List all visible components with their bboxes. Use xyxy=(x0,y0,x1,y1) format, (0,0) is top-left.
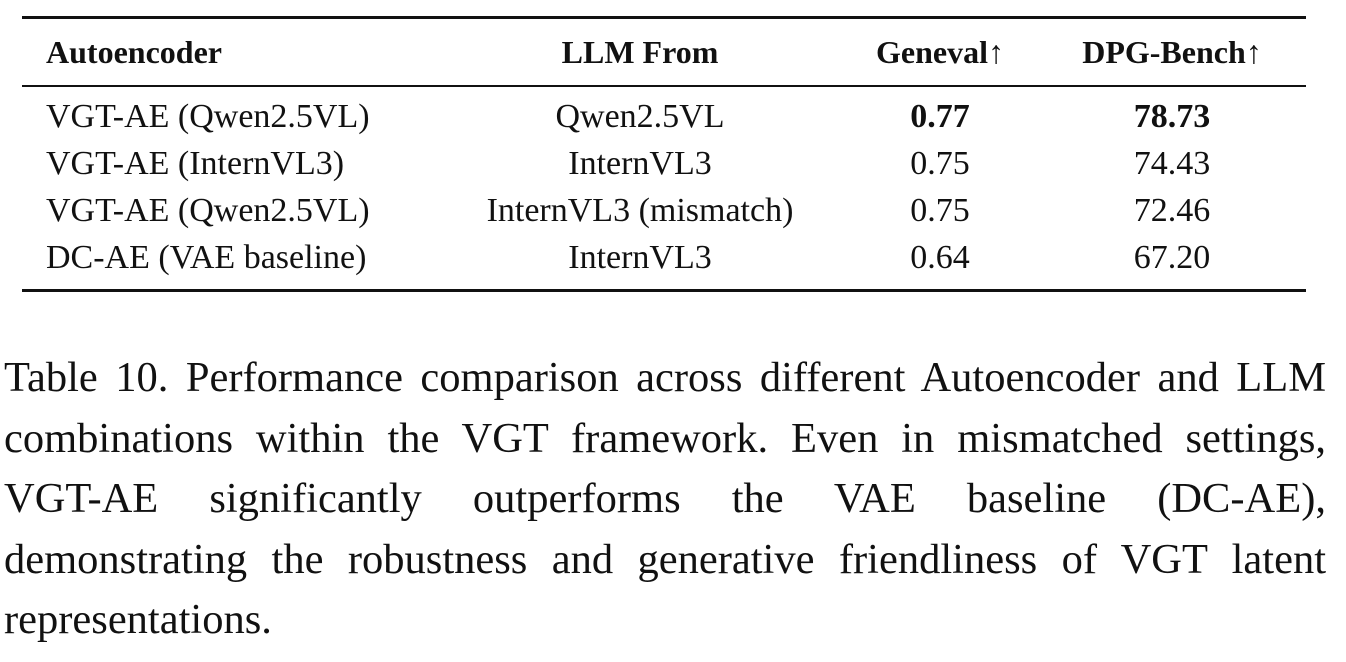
cell-llm-from: InternVL3 xyxy=(568,144,712,182)
cell-dpg-bench: 78.73 xyxy=(1133,97,1211,135)
bottom-rule xyxy=(22,288,1306,292)
table-row: VGT-AE (InternVL3) InternVL3 0.75 74.43 xyxy=(22,140,1306,187)
cell-geneval: 0.64 xyxy=(910,238,970,276)
cell-geneval: 0.77 xyxy=(910,97,970,135)
table-row: VGT-AE (Qwen2.5VL) Qwen2.5VL 0.77 78.73 xyxy=(22,93,1306,140)
header-llm-from: LLM From xyxy=(561,34,719,70)
cell-dpg-bench: 72.46 xyxy=(1133,191,1211,229)
cell-autoencoder: DC-AE (VAE baseline) xyxy=(46,238,367,276)
table-row: DC-AE (VAE baseline) InternVL3 0.64 67.2… xyxy=(22,234,1306,281)
cell-dpg-bench: 74.43 xyxy=(1133,144,1211,182)
results-table: Autoencoder LLM From Geneval↑ DPG-Bench↑… xyxy=(22,16,1306,292)
cell-autoencoder: VGT-AE (Qwen2.5VL) xyxy=(46,97,370,135)
mid-rule xyxy=(22,85,1306,87)
top-rule xyxy=(22,16,1306,19)
header-geneval: Geneval↑ xyxy=(876,34,1004,70)
cell-autoencoder: VGT-AE (InternVL3) xyxy=(46,144,345,182)
header-row: Autoencoder LLM From Geneval↑ DPG-Bench↑ xyxy=(22,19,1306,85)
cell-llm-from: InternVL3 xyxy=(568,238,712,276)
cell-dpg-bench: 67.20 xyxy=(1133,238,1211,276)
cell-llm-from: Qwen2.5VL xyxy=(555,97,725,135)
header-autoencoder: Autoencoder xyxy=(46,34,222,70)
cell-llm-from: InternVL3 (mismatch) xyxy=(486,191,794,229)
cell-autoencoder: VGT-AE (Qwen2.5VL) xyxy=(46,191,370,229)
table-caption: Table 10. Performance comparison across … xyxy=(4,354,1326,643)
table-row: VGT-AE (Qwen2.5VL) InternVL3 (mismatch) … xyxy=(22,187,1306,234)
cell-geneval: 0.75 xyxy=(910,144,970,182)
cell-geneval: 0.75 xyxy=(910,191,970,229)
header-dpg-bench: DPG-Bench↑ xyxy=(1082,34,1262,70)
